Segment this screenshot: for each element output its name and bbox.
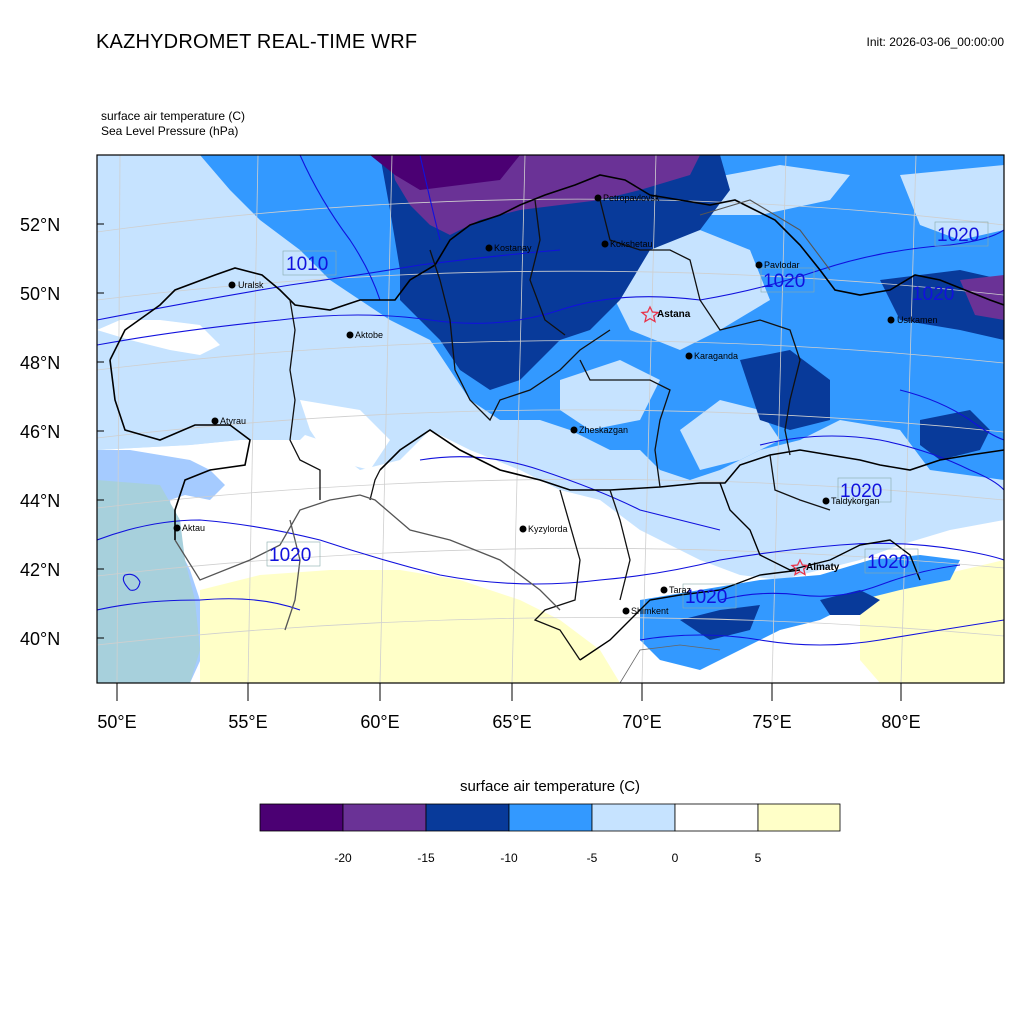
- lon-label: 50°E: [97, 712, 136, 732]
- city-label-zheskazgan: Zheskazgan: [579, 425, 628, 435]
- colorbar-swatch: [508, 803, 593, 832]
- isobar-label: 1020: [763, 271, 805, 292]
- colorbar-tick-label: 0: [671, 851, 679, 865]
- isobar-labels: 1010 1020 1020 1020 1020 1020 1020 1020: [266, 221, 989, 609]
- colorbar-swatch: [425, 803, 510, 832]
- lat-label: 40°N: [20, 629, 60, 649]
- colorbar-swatch: [674, 803, 759, 832]
- city-markers: Uralsk Aktobe Kostanay Petropavlovsk Kok…: [173, 193, 938, 616]
- isobar-label: 1020: [912, 284, 954, 305]
- city-label-shimkent: Shimkent: [631, 606, 669, 616]
- latitude-labels: 52°N 50°N 48°N 46°N 44°N 42°N 40°N: [20, 215, 60, 649]
- city-label-kokshetau: Kokshetau: [610, 239, 653, 249]
- colorbar: [259, 803, 841, 832]
- star-icon: [640, 305, 660, 323]
- city-label-karaganda: Karaganda: [694, 351, 738, 361]
- isobar-label: 1020: [685, 587, 727, 608]
- isobars: [97, 155, 1004, 646]
- colorbar-tick-label: 5: [754, 851, 762, 865]
- colorbar-tick-label: -5: [586, 851, 598, 865]
- colorbar-swatch: [757, 803, 841, 832]
- latitude-axis: [97, 223, 104, 639]
- init-time: Init: 2026-03-06_00:00:00: [866, 35, 1004, 49]
- map-title: KAZHYDROMET REAL-TIME WRF: [96, 31, 418, 53]
- lon-label: 70°E: [622, 712, 661, 732]
- isobar-label: 1020: [937, 225, 979, 246]
- city-label-petropavlovsk: Petropavlovsk: [603, 193, 660, 203]
- city-label-taraz: Taraz: [669, 585, 692, 595]
- isobar-label: 1020: [269, 545, 311, 566]
- colorbar-tick-label: -15: [417, 851, 435, 865]
- capital-label-almaty: Almaty: [806, 562, 840, 573]
- city-label-taldykorgan: Taldykorgan: [831, 496, 880, 506]
- variable-labels: surface air temperature (C) Sea Level Pr…: [101, 109, 245, 139]
- isobar-label: 1020: [840, 481, 882, 502]
- isobar-label: 1020: [867, 552, 909, 573]
- capital-label-astana: Astana: [657, 309, 691, 320]
- variable-label-pressure: Sea Level Pressure (hPa): [101, 124, 239, 138]
- city-label-kyzylorda: Kyzylorda: [528, 524, 568, 534]
- lat-label: 52°N: [20, 215, 60, 235]
- city-label-kostanay: Kostanay: [494, 243, 532, 253]
- lat-label: 48°N: [20, 353, 60, 373]
- colorbar-title: surface air temperature (C): [459, 778, 641, 795]
- city-label-atyrau: Atyrau: [220, 416, 246, 426]
- lon-label: 65°E: [492, 712, 531, 732]
- colorbar-swatch: [591, 803, 676, 832]
- borders: [109, 174, 1004, 683]
- lat-label: 50°N: [20, 284, 60, 304]
- city-label-pavlodar: Pavlodar: [764, 260, 800, 270]
- temperature-field: [97, 155, 1004, 683]
- lat-label: 44°N: [20, 491, 60, 511]
- variable-label-temperature: surface air temperature (C): [101, 109, 246, 123]
- lat-label: 46°N: [20, 422, 60, 442]
- longitude-axis: [116, 683, 902, 701]
- lon-label: 80°E: [881, 712, 920, 732]
- lon-label: 75°E: [752, 712, 791, 732]
- city-label-uralsk: Uralsk: [238, 280, 264, 290]
- colorbar-tick-label: -20: [334, 851, 352, 865]
- colorbar-tick-label: -10: [500, 851, 518, 865]
- capital-markers: Astana Almaty: [640, 305, 840, 576]
- lat-label: 42°N: [20, 560, 60, 580]
- city-label-ustkamen: Ustkamen: [897, 315, 938, 325]
- colorbar-swatch: [342, 803, 427, 832]
- isobar-label: 1010: [286, 254, 328, 275]
- city-label-aktobe: Aktobe: [355, 330, 383, 340]
- lon-label: 55°E: [228, 712, 267, 732]
- star-icon: [790, 558, 810, 576]
- lon-label: 60°E: [360, 712, 399, 732]
- city-label-aktau: Aktau: [182, 523, 205, 533]
- longitude-labels: 50°E 55°E 60°E 65°E 70°E 75°E 80°E: [97, 712, 920, 732]
- map-frame: [96, 154, 1005, 684]
- colorbar-swatch: [259, 803, 344, 832]
